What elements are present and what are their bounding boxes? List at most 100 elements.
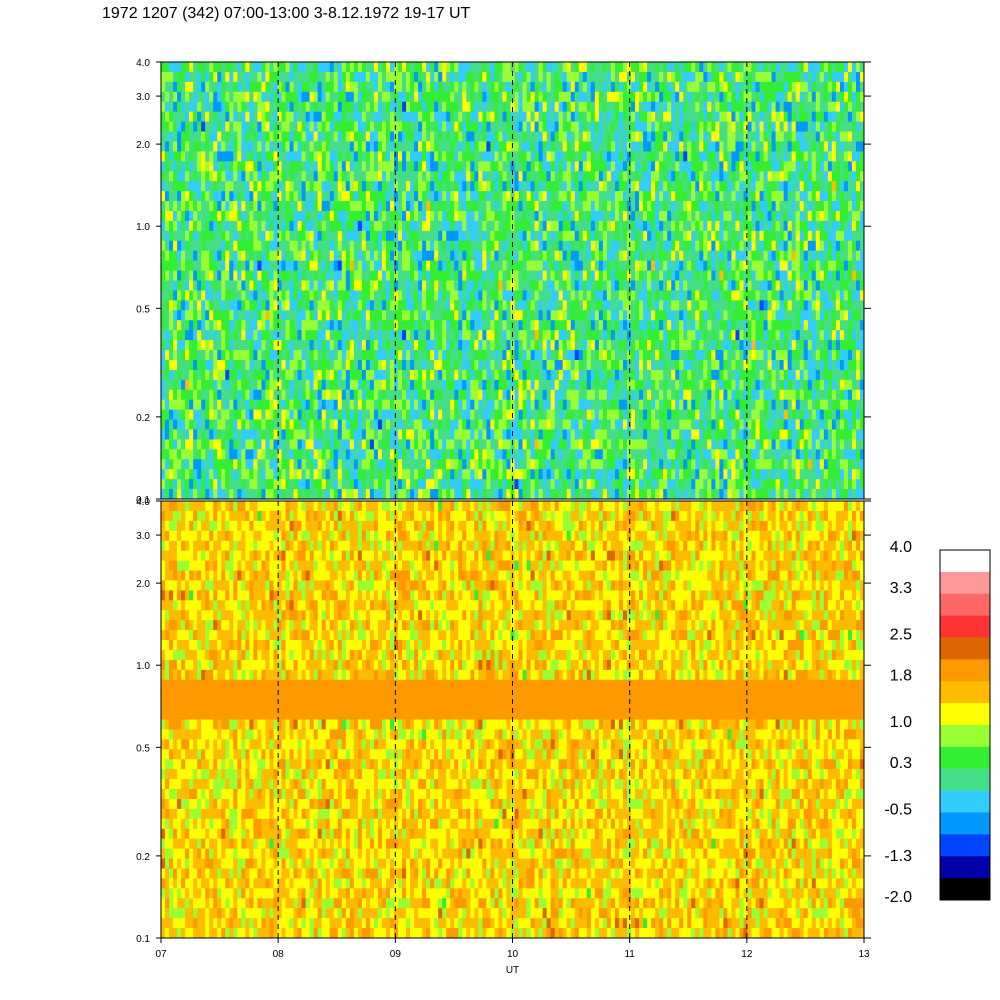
heatmap-cell: [554, 131, 560, 143]
heatmap-cell: [486, 300, 492, 311]
heatmap-cell: [189, 310, 194, 321]
heatmap-cell: [454, 220, 459, 232]
heatmap-cell: [313, 260, 319, 272]
heatmap-cell: [325, 171, 331, 182]
heatmap-cell: [442, 469, 447, 480]
heatmap-cell: [602, 121, 608, 133]
heatmap-cell: [558, 429, 564, 441]
heatmap-cell: [229, 171, 234, 182]
heatmap-cell: [285, 330, 291, 341]
heatmap-cell: [522, 429, 528, 441]
heatmap-cell: [554, 240, 560, 252]
heatmap-cell: [550, 250, 556, 262]
heatmap-cell: [357, 350, 363, 361]
heatmap-cell: [530, 429, 536, 441]
heatmap-cell: [201, 489, 206, 499]
heatmap-cell: [237, 379, 242, 391]
heatmap-cell: [602, 310, 608, 321]
heatmap-cell: [486, 399, 492, 411]
heatmap-cell: [293, 340, 299, 351]
heatmap-cell: [293, 260, 299, 272]
heatmap-cell: [438, 210, 443, 222]
heatmap-cell: [237, 389, 242, 401]
heatmap-cell: [398, 320, 403, 331]
heatmap-cell: [614, 260, 620, 272]
heatmap-cell: [393, 210, 399, 222]
heatmap-cell: [454, 330, 459, 341]
heatmap-cell: [281, 91, 287, 103]
heatmap-cell: [289, 409, 295, 421]
heatmap-cell: [185, 71, 190, 83]
heatmap-cell: [446, 151, 451, 162]
heatmap-cell: [486, 250, 492, 262]
heatmap-cell: [229, 320, 234, 331]
heatmap-cell: [337, 121, 343, 133]
heatmap-cell: [434, 310, 439, 321]
heatmap-cell: [169, 429, 174, 441]
heatmap-cell: [578, 459, 584, 470]
heatmap-cell: [446, 210, 451, 222]
heatmap-cell: [582, 479, 588, 490]
heatmap-cell: [273, 210, 279, 222]
heatmap-cell: [273, 320, 279, 331]
heatmap-cell: [514, 359, 520, 371]
heatmap-cell: [454, 151, 459, 162]
heatmap-cell: [253, 379, 259, 391]
heatmap-cell: [325, 181, 331, 192]
heatmap-cell: [402, 290, 407, 301]
heatmap-cell: [410, 350, 415, 361]
heatmap-cell: [257, 359, 263, 371]
heatmap-cell: [562, 91, 568, 103]
heatmap-cell: [309, 210, 315, 222]
heatmap-cell: [317, 280, 323, 292]
heatmap-cell: [361, 81, 367, 93]
heatmap-cell: [458, 389, 463, 401]
heatmap-cell: [534, 439, 540, 450]
heatmap-cell: [197, 71, 202, 83]
heatmap-cell: [550, 62, 556, 73]
heatmap-cell: [554, 250, 560, 262]
heatmap-cell: [349, 359, 355, 371]
heatmap-cell: [610, 250, 616, 262]
heatmap-cell: [229, 280, 234, 292]
heatmap-cell: [169, 399, 174, 411]
heatmap-cell: [562, 419, 568, 431]
heatmap-cell: [357, 71, 363, 83]
heatmap-cell: [369, 459, 375, 470]
heatmap-cell: [297, 101, 303, 113]
heatmap-cell: [438, 260, 443, 272]
heatmap-cell: [333, 290, 339, 301]
heatmap-cell: [498, 191, 504, 202]
heatmap-cell: [285, 359, 291, 371]
heatmap-cell: [494, 429, 500, 441]
heatmap-cell: [414, 439, 419, 450]
heatmap-cell: [169, 201, 174, 212]
heatmap-cell: [181, 340, 186, 351]
heatmap-cell: [177, 290, 182, 301]
heatmap-cell: [582, 240, 588, 252]
heatmap-cell: [502, 419, 508, 431]
heatmap-cell: [478, 270, 483, 282]
heatmap-cell: [398, 469, 403, 480]
heatmap-cell: [253, 210, 259, 222]
heatmap-cell: [438, 141, 443, 152]
heatmap-cell: [309, 101, 315, 113]
heatmap-cell: [253, 71, 259, 83]
heatmap-cell: [590, 62, 596, 73]
heatmap-cell: [582, 290, 588, 301]
heatmap-cell: [414, 409, 419, 421]
heatmap-cell: [458, 469, 463, 480]
heatmap-cell: [490, 429, 496, 441]
heatmap-cell: [385, 270, 391, 282]
heatmap-cell: [462, 290, 467, 301]
heatmap-cell: [357, 399, 363, 411]
heatmap-cell: [554, 280, 560, 292]
heatmap-cell: [426, 489, 431, 499]
heatmap-cell: [205, 240, 210, 252]
heatmap-cell: [253, 161, 259, 172]
heatmap-cell: [321, 91, 327, 103]
heatmap-cell: [209, 191, 214, 202]
heatmap-cell: [225, 449, 230, 460]
heatmap-cell: [245, 280, 250, 292]
heatmap-cell: [502, 260, 508, 272]
